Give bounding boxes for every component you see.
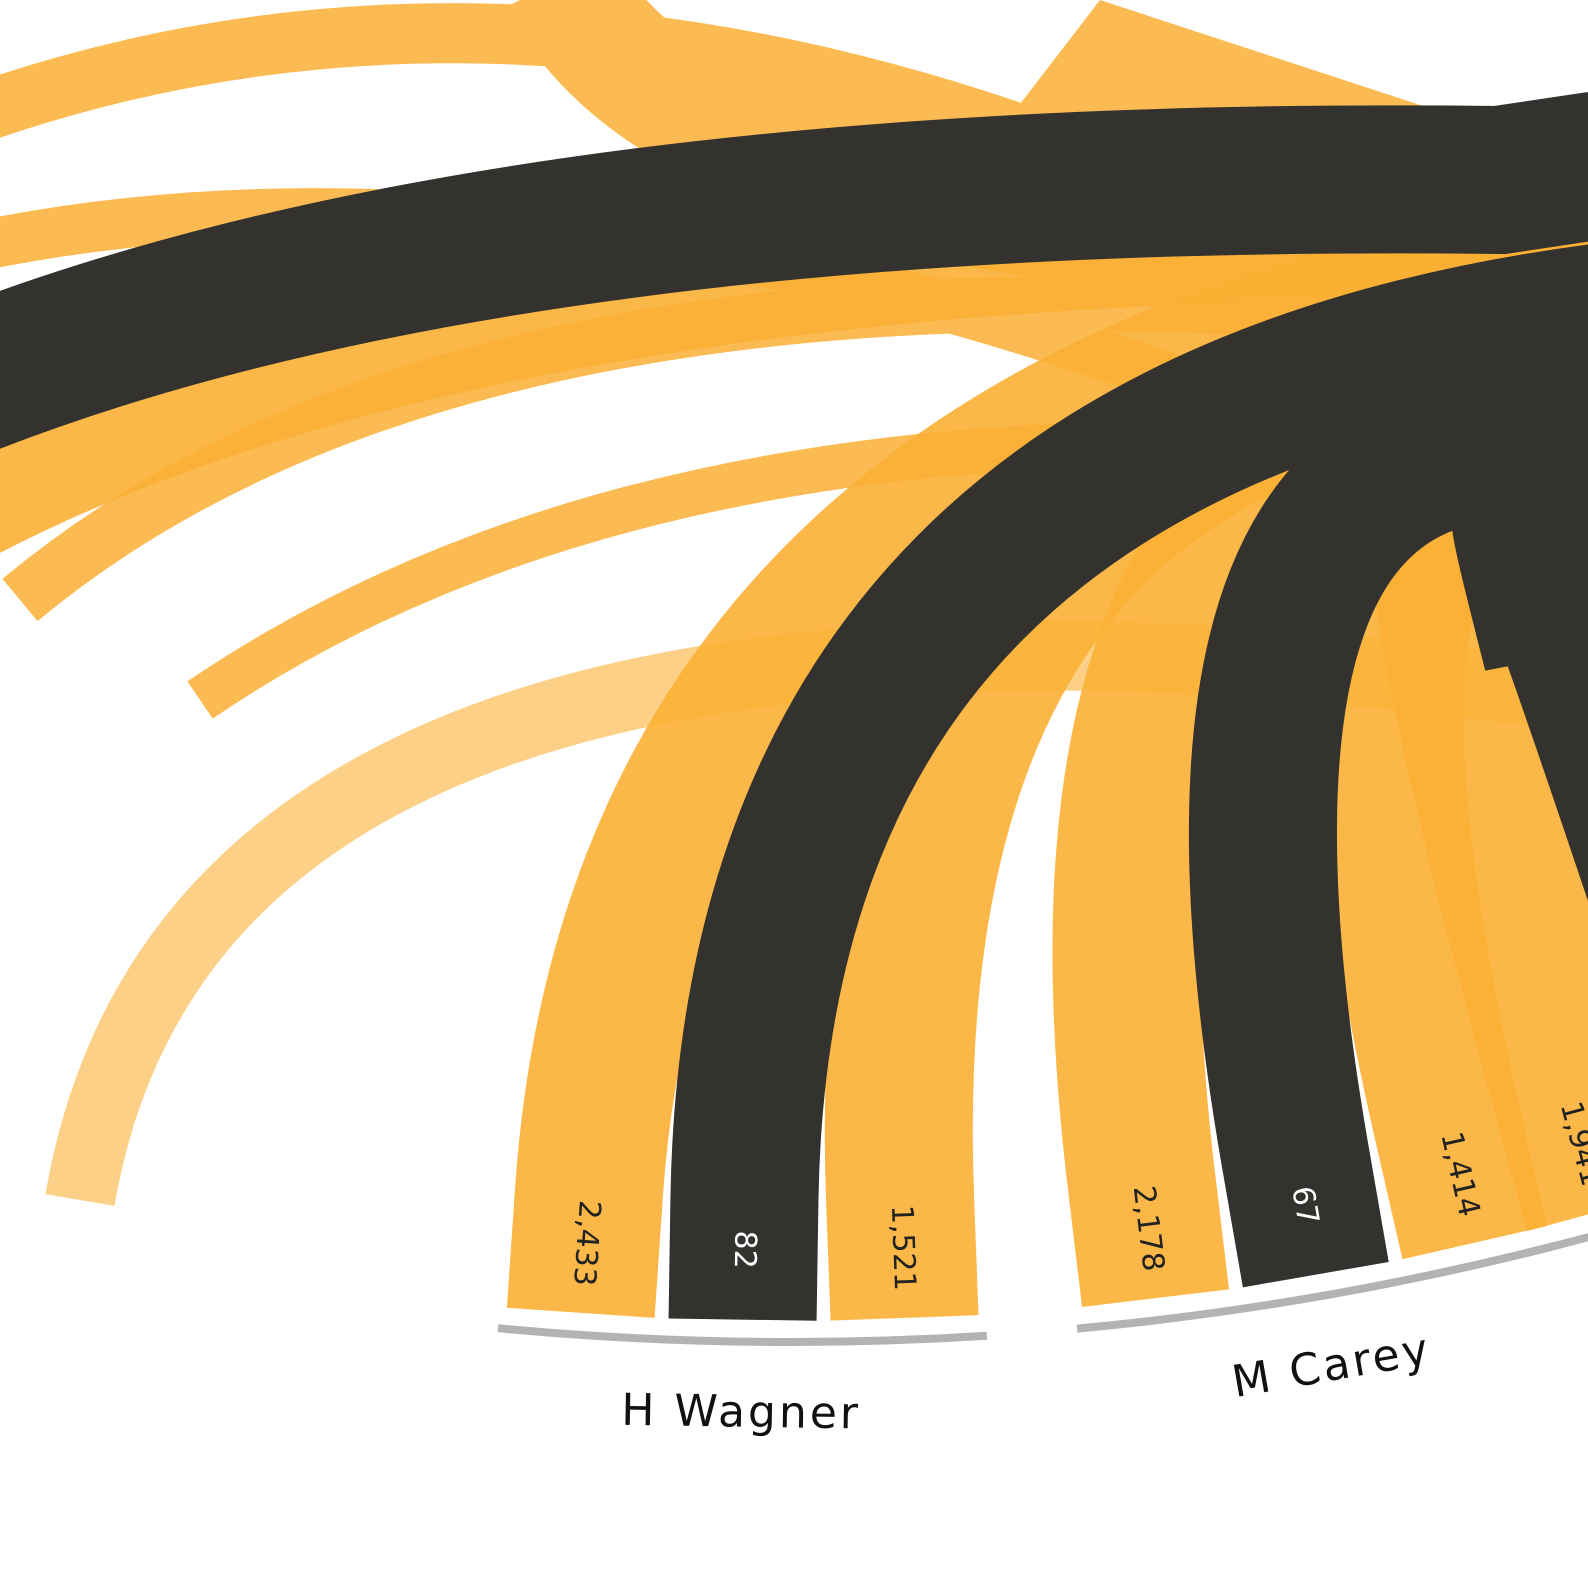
ribbon — [668, 244, 1588, 1321]
group-arc — [1524, 1233, 1588, 1258]
group-name: H Wagner — [621, 1385, 861, 1440]
value-label: 82 — [727, 1230, 763, 1269]
value-label: 67 — [1284, 1184, 1325, 1228]
value-label: 1,521 — [884, 1204, 922, 1291]
group-arc — [497, 1324, 988, 1346]
ribbon — [0, 91, 1588, 449]
group-name: M Carey — [1228, 1323, 1435, 1408]
value-label: 2,433 — [566, 1199, 607, 1287]
ribbon — [1450, 436, 1588, 902]
ribbon — [1188, 371, 1588, 1288]
group-arc — [1076, 1241, 1560, 1333]
